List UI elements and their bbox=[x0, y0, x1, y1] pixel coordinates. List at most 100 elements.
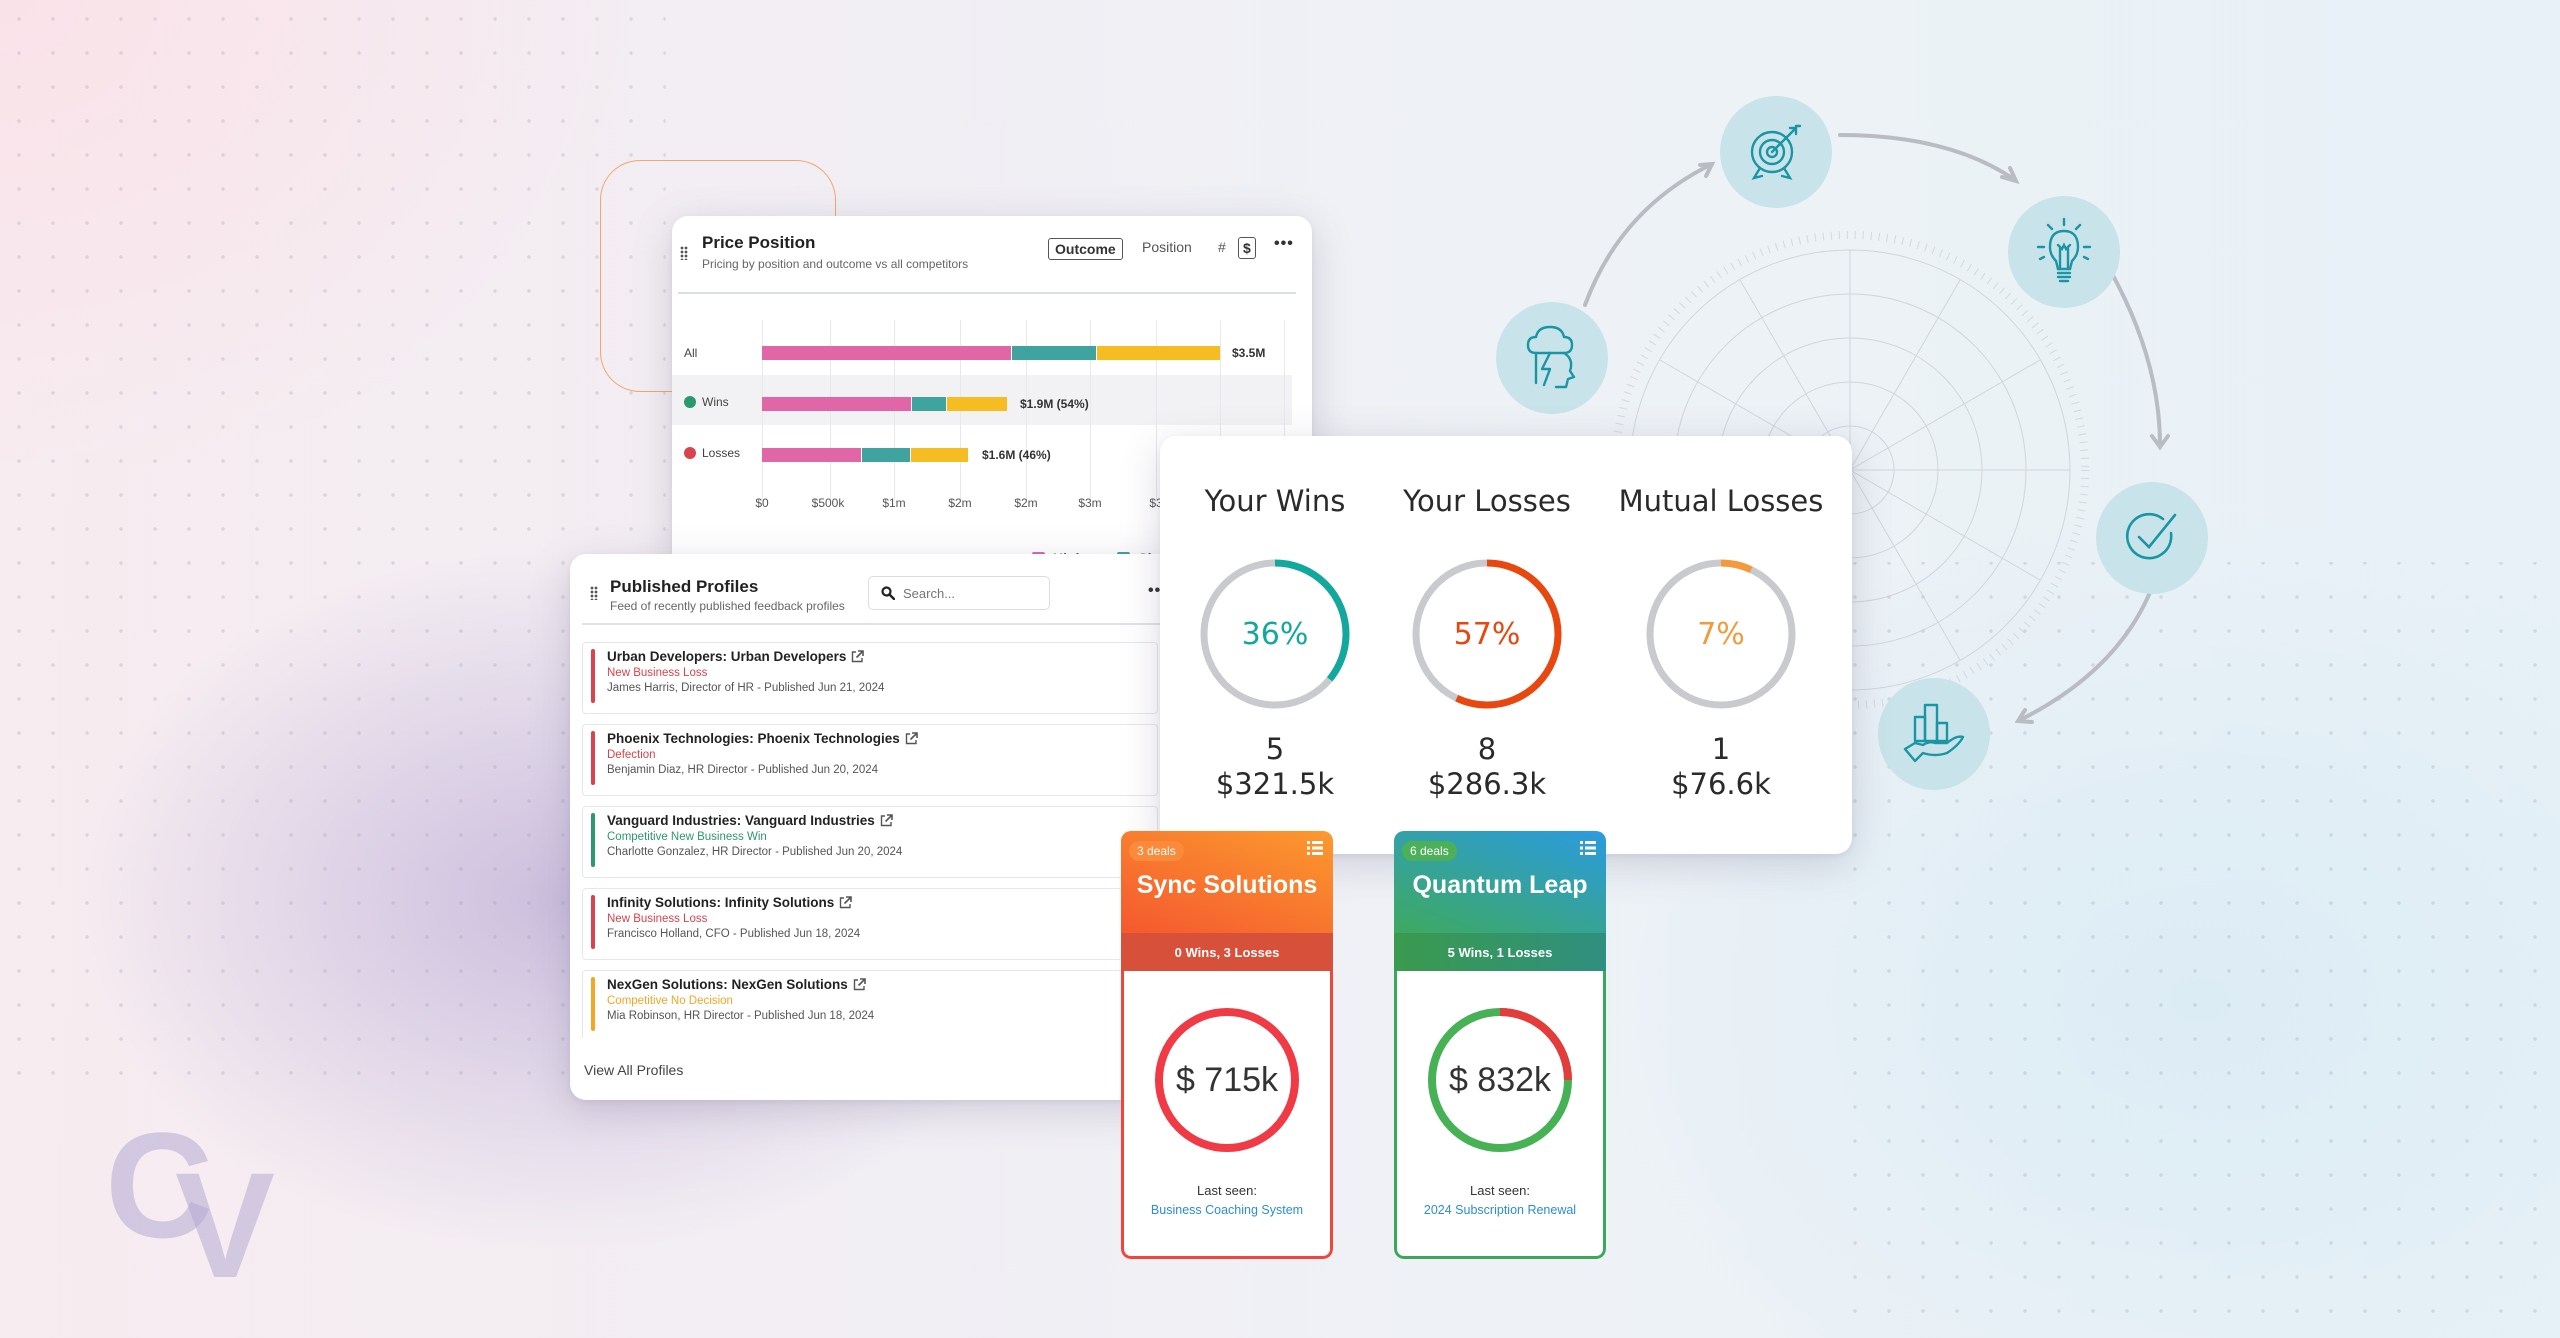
target-icon bbox=[1750, 124, 1802, 180]
toggle-position[interactable]: Position bbox=[1142, 239, 1192, 255]
profile-name[interactable]: NexGen Solutions: NexGen Solutions bbox=[607, 977, 848, 992]
list-item[interactable]: Infinity Solutions: Infinity Solutions N… bbox=[582, 888, 1158, 960]
card-title: Price Position bbox=[702, 233, 816, 252]
donut-chart: $ 715k bbox=[1152, 1005, 1302, 1155]
external-link-icon[interactable] bbox=[880, 814, 893, 827]
list-item[interactable]: Vanguard Industries: Vanguard Industries… bbox=[582, 806, 1158, 878]
list-icon[interactable] bbox=[1580, 841, 1596, 855]
bar-all[interactable] bbox=[762, 346, 1220, 360]
profile-meta: Benjamin Diaz, HR Director - Published J… bbox=[607, 764, 879, 776]
view-all-profiles-link[interactable]: View All Profiles bbox=[584, 1062, 684, 1078]
profile-type: New Business Loss bbox=[607, 913, 708, 925]
list-item[interactable]: Phoenix Technologies: Phoenix Technologi… bbox=[582, 724, 1158, 796]
success-node bbox=[2096, 482, 2208, 594]
external-link-icon[interactable] bbox=[905, 732, 918, 745]
card-subtitle: Feed of recently published feedback prof… bbox=[610, 599, 845, 613]
stat-label: Your Losses bbox=[1403, 484, 1571, 518]
stat-mutual-losses: Mutual Losses 7% 1 $76.6k bbox=[1606, 484, 1836, 802]
external-link-icon[interactable] bbox=[853, 978, 866, 991]
stat-count: 1 bbox=[1711, 732, 1731, 766]
divider bbox=[678, 292, 1296, 294]
bar-wins[interactable] bbox=[762, 397, 1007, 411]
win-loss-stats-card: Your Wins 36% 5 $321.5k Your Losses 57% … bbox=[1160, 436, 1852, 854]
toggle-dollar[interactable]: $ bbox=[1238, 237, 1256, 259]
stat-amount: $76.6k bbox=[1671, 767, 1771, 801]
drag-handle-icon[interactable] bbox=[680, 246, 688, 260]
profiles-list: Urban Developers: Urban Developers New B… bbox=[582, 642, 1158, 1038]
last-seen-label: Last seen: bbox=[1470, 1183, 1530, 1198]
toggle-outcome[interactable]: Outcome bbox=[1048, 238, 1123, 260]
x-tick: $2m bbox=[948, 496, 972, 510]
stat-your-losses: Your Losses 57% 8 $286.3k bbox=[1372, 484, 1602, 802]
lightbulb-icon bbox=[2036, 217, 2092, 283]
more-menu-button[interactable]: ••• bbox=[1274, 235, 1294, 252]
external-link-icon[interactable] bbox=[839, 896, 853, 909]
profile-meta: Charlotte Gonzalez, HR Director - Publis… bbox=[607, 846, 903, 858]
target-node bbox=[1720, 96, 1832, 208]
donut-chart: $ 832k bbox=[1425, 1005, 1575, 1155]
stat-count: 8 bbox=[1477, 732, 1497, 766]
stat-label: Your Wins bbox=[1204, 484, 1346, 518]
card-subtitle: Pricing by position and outcome vs all c… bbox=[702, 257, 969, 271]
growth-node bbox=[1878, 678, 1990, 790]
profile-name[interactable]: Vanguard Industries: Vanguard Industries bbox=[607, 813, 875, 828]
toggle-count[interactable]: # bbox=[1218, 239, 1226, 255]
gridline bbox=[1284, 320, 1285, 500]
list-icon[interactable] bbox=[1307, 841, 1323, 855]
bar-value-label: $3.5M bbox=[1232, 346, 1266, 360]
brainstorm-icon bbox=[1526, 325, 1576, 389]
stat-label: Mutual Losses bbox=[1618, 484, 1824, 518]
row-label-losses: Losses bbox=[684, 446, 740, 460]
row-label-wins: Wins bbox=[684, 395, 729, 409]
stat-count: 5 bbox=[1265, 732, 1285, 766]
status-bar bbox=[591, 895, 595, 949]
profile-name[interactable]: Infinity Solutions: Infinity Solutions bbox=[607, 895, 835, 910]
losses-dot-icon bbox=[684, 447, 696, 459]
competitor-name: Sync Solutions bbox=[1136, 871, 1318, 899]
gridline bbox=[1156, 320, 1157, 500]
profile-name[interactable]: Phoenix Technologies: Phoenix Technologi… bbox=[607, 731, 900, 746]
brainstorm-node bbox=[1496, 302, 1608, 414]
competitor-amount: $ 715k bbox=[1175, 1060, 1279, 1099]
competitor-card-sync-solutions[interactable]: 3 deals Sync Solutions 0 Wins, 3 Losses … bbox=[1121, 831, 1333, 1259]
bar-losses[interactable] bbox=[762, 448, 968, 462]
drag-handle-icon[interactable] bbox=[590, 586, 598, 600]
published-profiles-card: Published Profiles Feed of recently publ… bbox=[570, 554, 1190, 1100]
x-tick: $0 bbox=[755, 496, 769, 510]
profile-type: Defection bbox=[607, 749, 656, 761]
idea-node bbox=[2008, 196, 2120, 308]
profile-name[interactable]: Urban Developers: Urban Developers bbox=[607, 649, 847, 664]
search-box[interactable] bbox=[868, 576, 1050, 610]
row-label-all: All bbox=[684, 346, 698, 360]
x-tick: $3 bbox=[1149, 496, 1163, 510]
card-title: Published Profiles bbox=[610, 577, 759, 596]
external-link-icon[interactable] bbox=[851, 650, 865, 663]
list-item[interactable]: NexGen Solutions: NexGen Solutions Compe… bbox=[582, 970, 1158, 1038]
divider bbox=[582, 623, 1176, 625]
last-seen-deal-link[interactable]: 2024 Subscription Renewal bbox=[1423, 1203, 1577, 1217]
status-bar bbox=[591, 649, 595, 703]
search-input[interactable] bbox=[903, 585, 1033, 601]
stat-percent: 7% bbox=[1697, 616, 1745, 652]
check-circle-icon bbox=[2125, 512, 2177, 560]
wins-dot-icon bbox=[684, 396, 696, 408]
competitor-card-quantum-leap[interactable]: 6 deals Quantum Leap 5 Wins, 1 Losses $ … bbox=[1394, 831, 1606, 1259]
stat-amount: $321.5k bbox=[1215, 767, 1335, 801]
x-tick: $500k bbox=[811, 496, 845, 510]
competitor-name: Quantum Leap bbox=[1412, 871, 1588, 899]
profile-meta: James Harris, Director of HR - Published… bbox=[607, 682, 885, 694]
competitor-amount: $ 832k bbox=[1448, 1060, 1552, 1099]
status-bar bbox=[591, 813, 595, 867]
stat-percent: 36% bbox=[1241, 616, 1309, 652]
donut-chart: 36% bbox=[1199, 558, 1351, 710]
hand-chart-icon bbox=[1903, 703, 1965, 763]
stat-percent: 57% bbox=[1453, 616, 1521, 652]
stat-your-wins: Your Wins 36% 5 $321.5k bbox=[1160, 484, 1390, 802]
last-seen-deal-link[interactable]: Business Coaching System bbox=[1150, 1203, 1304, 1217]
donut-chart: 7% bbox=[1645, 558, 1797, 710]
bar-value-label: $1.6M (46%) bbox=[982, 448, 1051, 462]
list-item[interactable]: Urban Developers: Urban Developers New B… bbox=[582, 642, 1158, 714]
x-tick: $1m bbox=[882, 496, 906, 510]
deals-badge: 3 deals bbox=[1129, 841, 1184, 861]
